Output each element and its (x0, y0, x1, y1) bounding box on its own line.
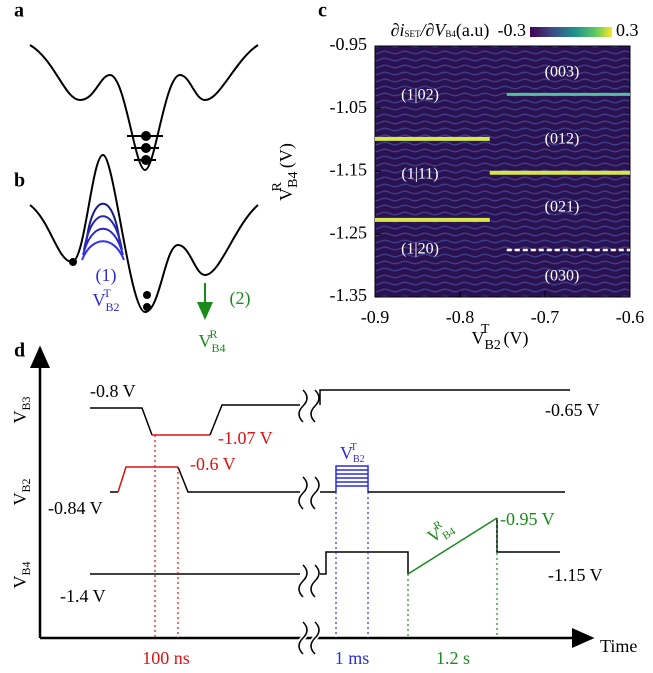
panel-b (29, 153, 259, 320)
colorbar-label: ∂iSET/∂VB4(a.u) (391, 20, 490, 41)
region-label: (030) (545, 268, 580, 285)
region-label: (1|11) (401, 166, 438, 183)
panel-label: d (14, 340, 25, 362)
region-label: (003) (545, 64, 580, 81)
level-label: -0.6 V (190, 454, 236, 474)
level-label: -0.84 V (48, 498, 103, 518)
panel-c: ∂iSET/∂VB4(a.u) -0.3 0.3 (1|02) (003) (0… (270, 20, 644, 353)
panel-label: b (14, 170, 25, 192)
axis-label: VB3 (10, 396, 33, 423)
level-label: -0.8 V (90, 381, 136, 401)
colorbar (530, 27, 612, 37)
y-axis-label: VB4R(V) (270, 143, 301, 201)
colorbar-tick: 0.3 (616, 20, 639, 40)
step-label: (2) (230, 288, 251, 309)
x-tick-label: -0.6 (616, 307, 645, 327)
level-label: -0.65 V (545, 400, 600, 420)
axis-label: VB4 (10, 561, 33, 588)
region-label: (1|20) (401, 241, 439, 258)
panel-a (29, 44, 259, 172)
y-tick-label: -1.25 (330, 222, 368, 242)
region-label: (012) (545, 131, 580, 148)
gate-label: VB2T (92, 286, 119, 314)
x-tick-label: -0.8 (446, 307, 475, 327)
x-tick-label: -0.7 (531, 307, 560, 327)
level-label: -0.95 V (500, 509, 555, 529)
x-axis-label: VB2T (V) (472, 322, 529, 353)
colorbar-tick: -0.3 (498, 20, 527, 40)
x-tick-label: -0.9 (361, 307, 390, 327)
pulse-label: VB2T (340, 442, 365, 465)
y-tick-label: -0.95 (330, 34, 368, 54)
ramp-label: VB4R (422, 514, 458, 549)
gate-label: VB4R (198, 327, 225, 355)
duration-label: 1 ms (335, 648, 370, 668)
duration-label: 1.2 s (436, 648, 470, 668)
region-label: (1|02) (401, 87, 439, 104)
axis-label: VB2 (10, 478, 33, 505)
level-label: -1.07 V (218, 428, 273, 448)
panel-label: c (318, 0, 327, 22)
region-label: (021) (545, 199, 580, 216)
panel-label: a (14, 0, 24, 22)
duration-label: 100 ns (142, 648, 190, 668)
y-tick-label: -1.35 (330, 285, 368, 305)
step-label: (1) (96, 265, 117, 286)
axis-label: Time (600, 636, 637, 656)
level-label: -1.15 V (548, 565, 603, 585)
y-tick-label: -1.05 (330, 97, 368, 117)
level-label: -1.4 V (60, 586, 106, 606)
panel-d (30, 345, 595, 656)
y-tick-label: -1.15 (330, 160, 368, 180)
